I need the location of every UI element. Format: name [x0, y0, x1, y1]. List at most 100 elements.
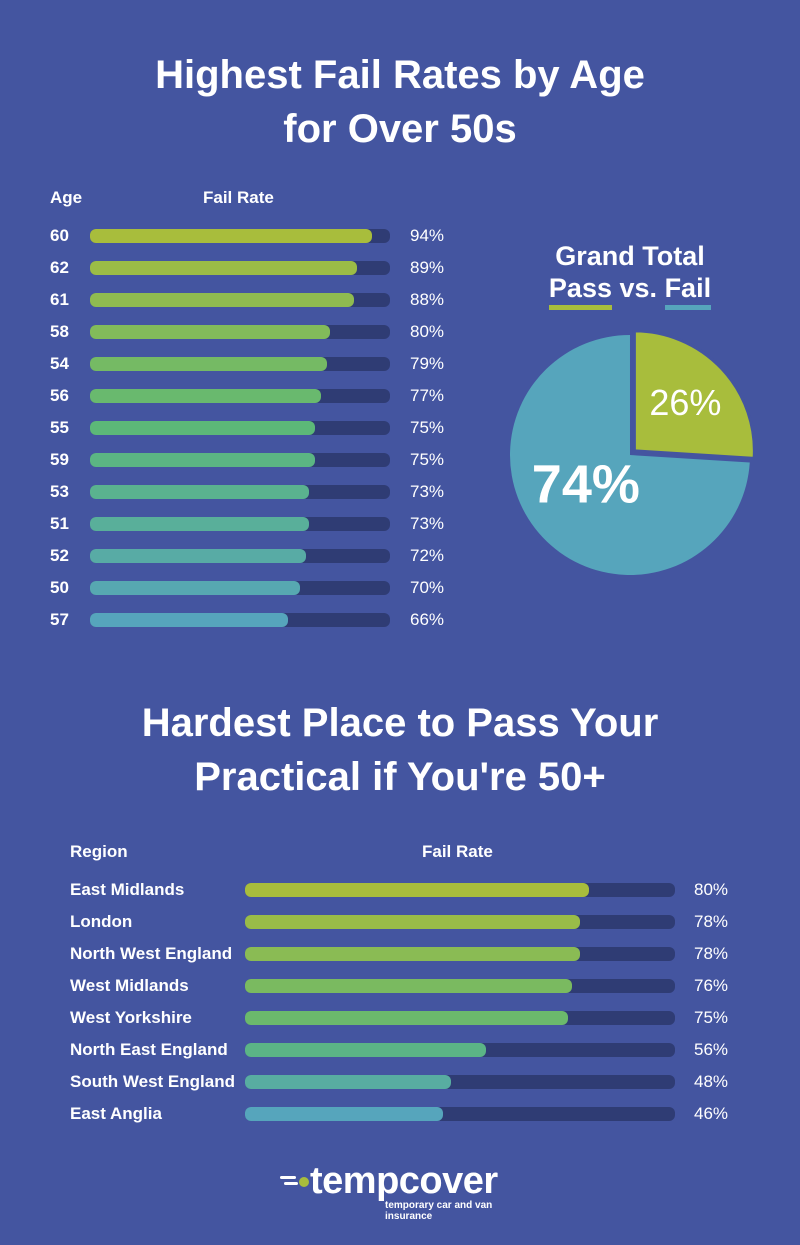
age-fail-rate-header: Fail Rate	[203, 188, 274, 207]
region-bar	[245, 979, 572, 993]
age-value-label: 72%	[410, 546, 445, 565]
region-chart-title-line1: Hardest Place to Pass Your	[141, 701, 659, 745]
age-bar	[90, 517, 309, 531]
region-bar	[245, 1075, 452, 1089]
age-label: 54	[50, 354, 69, 373]
age-label: 61	[50, 290, 69, 309]
region-row: West Yorkshire 75%	[0, 1008, 760, 1028]
region-label: East Anglia	[70, 1104, 162, 1123]
age-value-label: 75%	[410, 450, 445, 469]
age-value-label: 94%	[410, 226, 445, 245]
age-bar-track	[90, 485, 390, 499]
region-row: London 78%	[0, 912, 760, 932]
age-value-label: 73%	[410, 482, 445, 501]
region-bar-track	[245, 883, 675, 897]
age-bar	[90, 293, 354, 307]
pie-slice-fail	[510, 335, 750, 575]
age-bar-track	[90, 389, 390, 403]
age-value-label: 79%	[410, 354, 445, 373]
age-row: 57 66%	[0, 610, 460, 630]
region-value-label: 46%	[694, 1104, 729, 1123]
age-chart-title-line1: Highest Fail Rates by Age	[155, 53, 645, 97]
age-label: 52	[50, 546, 69, 565]
region-label: North West England	[70, 944, 233, 963]
pie-label-pass: 26%	[649, 382, 721, 423]
age-bar	[90, 389, 321, 403]
region-value-label: 75%	[694, 1008, 729, 1027]
pie-title-vs: vs.	[619, 273, 658, 303]
age-bar-track	[90, 421, 390, 435]
age-value-label: 89%	[410, 258, 445, 277]
region-bar	[245, 883, 589, 897]
pie-title-pass: Pass	[548, 273, 613, 310]
region-value-label: 78%	[694, 912, 729, 931]
age-label: 50	[50, 578, 69, 597]
region-bar	[245, 947, 581, 961]
age-bar-track	[90, 229, 390, 243]
age-row: 55 75%	[0, 418, 460, 438]
pie-title-fail: Fail	[664, 273, 712, 310]
age-bar-track	[90, 517, 390, 531]
region-bar-track	[245, 1043, 675, 1057]
region-bar-track	[245, 979, 675, 993]
logo-tagline: temporary car and van insurance	[385, 1200, 493, 1222]
region-chart-title: Hardest Place to Pass Your Practical if …	[0, 696, 800, 804]
region-bar	[245, 1043, 486, 1057]
age-bar-track	[90, 325, 390, 339]
age-bar-track	[90, 357, 390, 371]
region-chart-title-line2: Practical if You're 50+	[194, 755, 606, 799]
age-bar	[90, 421, 315, 435]
region-fail-rate-header: Fail Rate	[422, 842, 493, 861]
age-row: 61 88%	[0, 290, 460, 310]
speed-lines-icon	[280, 1176, 309, 1187]
age-value-label: 80%	[410, 322, 445, 341]
region-value-label: 76%	[694, 976, 729, 995]
pie-title: Grand Total Pass vs. Fail	[520, 240, 740, 310]
region-bar-track	[245, 915, 675, 929]
region-label: East Midlands	[70, 880, 185, 899]
region-column-header: Region	[70, 842, 128, 861]
region-label: South West England	[70, 1072, 235, 1091]
age-label: 55	[50, 418, 69, 437]
region-row: North West England 78%	[0, 944, 760, 964]
region-bar	[245, 915, 581, 929]
age-bar-track	[90, 581, 390, 595]
region-row: East Midlands 80%	[0, 880, 760, 900]
age-bar-track	[90, 261, 390, 275]
region-row: West Midlands 76%	[0, 976, 760, 996]
region-value-label: 80%	[694, 880, 729, 899]
region-bar-track	[245, 947, 675, 961]
age-bar-track	[90, 613, 390, 627]
age-label: 56	[50, 386, 69, 405]
age-column-header: Age	[50, 188, 83, 207]
age-row: 62 89%	[0, 258, 460, 278]
region-label: London	[70, 912, 133, 931]
age-label: 57	[50, 610, 69, 629]
pass-fail-pie-chart: 26%74%	[510, 330, 755, 575]
region-row: East Anglia 46%	[0, 1104, 760, 1124]
age-value-label: 73%	[410, 514, 445, 533]
age-row: 51 73%	[0, 514, 460, 534]
age-bar-track	[90, 293, 390, 307]
age-value-label: 66%	[410, 610, 445, 629]
region-bar-track	[245, 1011, 675, 1025]
region-bar	[245, 1107, 443, 1121]
age-bar-track	[90, 453, 390, 467]
age-row: 60 94%	[0, 226, 460, 246]
age-value-label: 75%	[410, 418, 445, 437]
age-row: 52 72%	[0, 546, 460, 566]
region-row: South West England 48%	[0, 1072, 760, 1092]
age-label: 53	[50, 482, 69, 501]
pie-slice-pass	[632, 330, 755, 460]
age-label: 62	[50, 258, 69, 277]
pie-title-line1: Grand Total	[555, 241, 705, 271]
region-row: North East England 56%	[0, 1040, 760, 1060]
tempcover-logo: tempcover temporary car and van insuranc…	[280, 1160, 530, 1222]
age-label: 59	[50, 450, 69, 469]
pie-title-line2: Pass vs. Fail	[520, 272, 740, 310]
age-label: 58	[50, 322, 69, 341]
age-row: 58 80%	[0, 322, 460, 342]
region-bar	[245, 1011, 568, 1025]
age-chart-title-line2: for Over 50s	[283, 107, 517, 151]
age-row: 59 75%	[0, 450, 460, 470]
